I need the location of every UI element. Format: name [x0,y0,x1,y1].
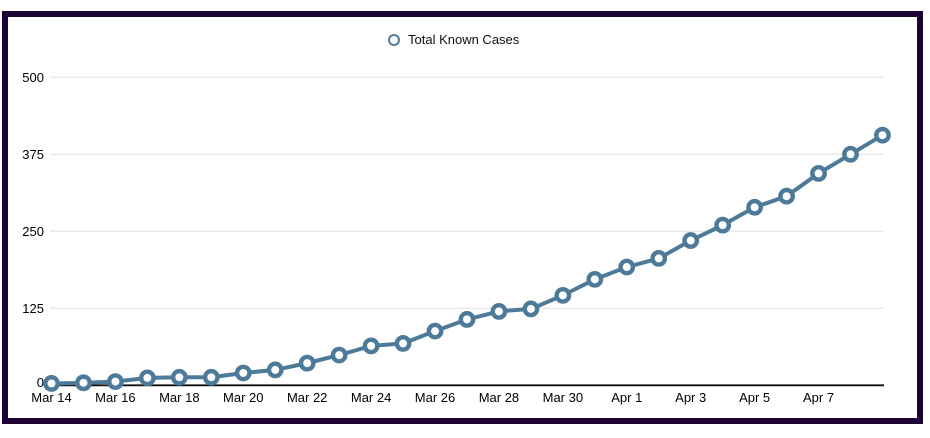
data-point-marker [234,364,252,382]
legend-item-total-known-cases[interactable]: Total Known Cases [388,32,519,47]
data-point-marker [298,354,316,372]
x-tick-label: Mar 16 [95,390,135,405]
x-tick-label: Apr 5 [739,390,770,405]
data-point-marker [107,373,124,391]
series-line-total-known-cases [49,133,885,386]
data-point-marker [618,258,636,276]
y-tick-label: 125 [22,301,44,316]
data-point-marker [330,346,348,364]
x-tick-label: Mar 26 [415,390,455,405]
data-point-marker [362,337,380,355]
data-point-marker [138,369,156,387]
x-tick-label: Mar 28 [479,390,519,405]
y-tick-label: 0 [37,375,44,390]
data-point-marker [714,216,732,234]
x-tick-label: Mar 22 [287,390,327,405]
data-point-marker [842,145,859,163]
data-point-marker [75,374,92,392]
data-point-marker [554,286,572,304]
data-point-marker [682,232,700,249]
data-point-marker [874,126,891,144]
data-point-marker [522,300,540,318]
data-point-marker [746,198,764,216]
data-point-marker [490,302,508,320]
x-tick-label: Mar 24 [351,390,391,405]
x-tick-label: Apr 1 [611,390,642,405]
data-point-marker [394,335,412,352]
x-tick-label: Apr 7 [803,390,834,405]
data-point-marker [426,322,444,340]
data-point-marker [458,310,476,328]
data-point-marker [170,368,188,386]
x-tick-label: Mar 20 [223,390,263,405]
x-tick-label: Mar 30 [543,390,583,405]
y-tick-label: 250 [22,224,44,239]
data-point-marker [810,164,827,182]
y-tick-label: 500 [22,70,44,85]
legend-label: Total Known Cases [408,32,520,47]
data-point-marker [650,250,668,267]
data-point-marker [202,368,220,386]
legend-open-circle-icon [388,33,400,46]
data-point-marker [43,375,60,392]
data-point-marker [266,361,284,379]
y-tick-label: 375 [22,147,44,162]
x-tick-label: Mar 14 [31,390,71,405]
data-point-marker [778,187,795,205]
x-tick-label: Mar 18 [159,390,199,405]
data-point-marker [586,270,604,288]
x-tick-label: Apr 3 [675,390,706,405]
